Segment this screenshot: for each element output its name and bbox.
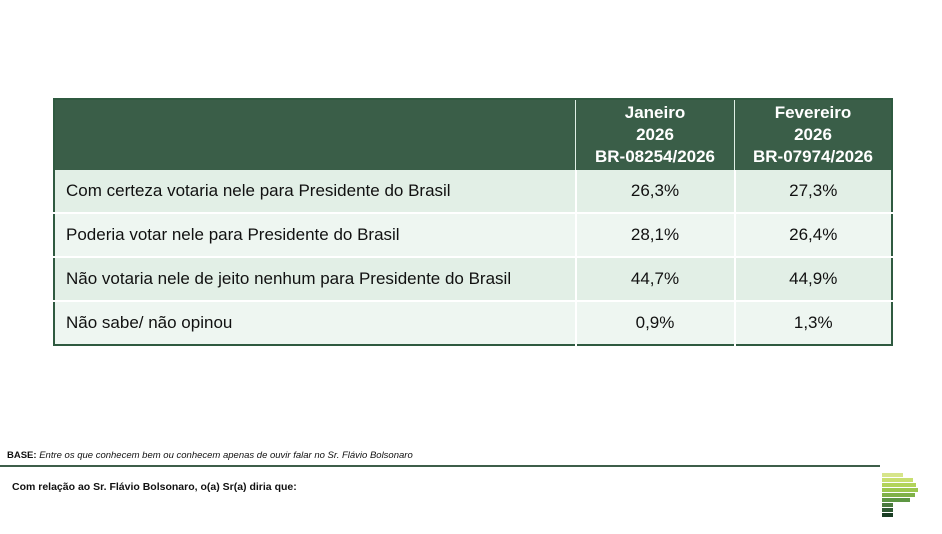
table-row: Não votaria nele de jeito nenhum para Pr…: [54, 257, 892, 302]
table-row: Com certeza votaria nele para Presidente…: [54, 170, 892, 214]
value-fevereiro: 44,9%: [734, 257, 892, 302]
row-label: Com certeza votaria nele para Presidente…: [54, 170, 577, 214]
base-note: BASE: Entre os que conhecem bem ou conhe…: [7, 450, 413, 461]
header-empty: [54, 99, 576, 170]
question-text: Com relação ao Sr. Flávio Bolsonaro, o(a…: [12, 481, 297, 493]
row-label: Não sabe/ não opinou: [54, 301, 577, 345]
header-row: Janeiro 2026 BR-08254/2026 Fevereiro 2026 BR…: [54, 99, 892, 170]
value-janeiro: 0,9%: [575, 301, 736, 345]
value-janeiro: 28,1%: [575, 213, 736, 258]
header-janeiro: Janeiro 2026 BR-08254/2026: [575, 99, 735, 170]
value-janeiro: 26,3%: [575, 170, 736, 214]
value-fevereiro: 27,3%: [734, 170, 892, 214]
results-table: Janeiro 2026 BR-08254/2026 Fevereiro 2026 BR…: [53, 98, 893, 346]
value-fevereiro: 1,3%: [734, 301, 892, 345]
row-label: Não votaria nele de jeito nenhum para Pr…: [54, 257, 577, 302]
table-row: Poderia votar nele para Presidente do Br…: [54, 213, 892, 258]
row-label: Poderia votar nele para Presidente do Br…: [54, 213, 577, 258]
value-janeiro: 44,7%: [575, 257, 736, 302]
table-row: Não sabe/ não opinou 0,9% 1,3%: [54, 301, 892, 345]
divider: [0, 465, 880, 467]
value-fevereiro: 26,4%: [734, 213, 892, 258]
header-fevereiro: Fevereiro 2026 BR-07974/2026: [734, 99, 892, 170]
striped-p-logo-icon: [882, 473, 918, 518]
